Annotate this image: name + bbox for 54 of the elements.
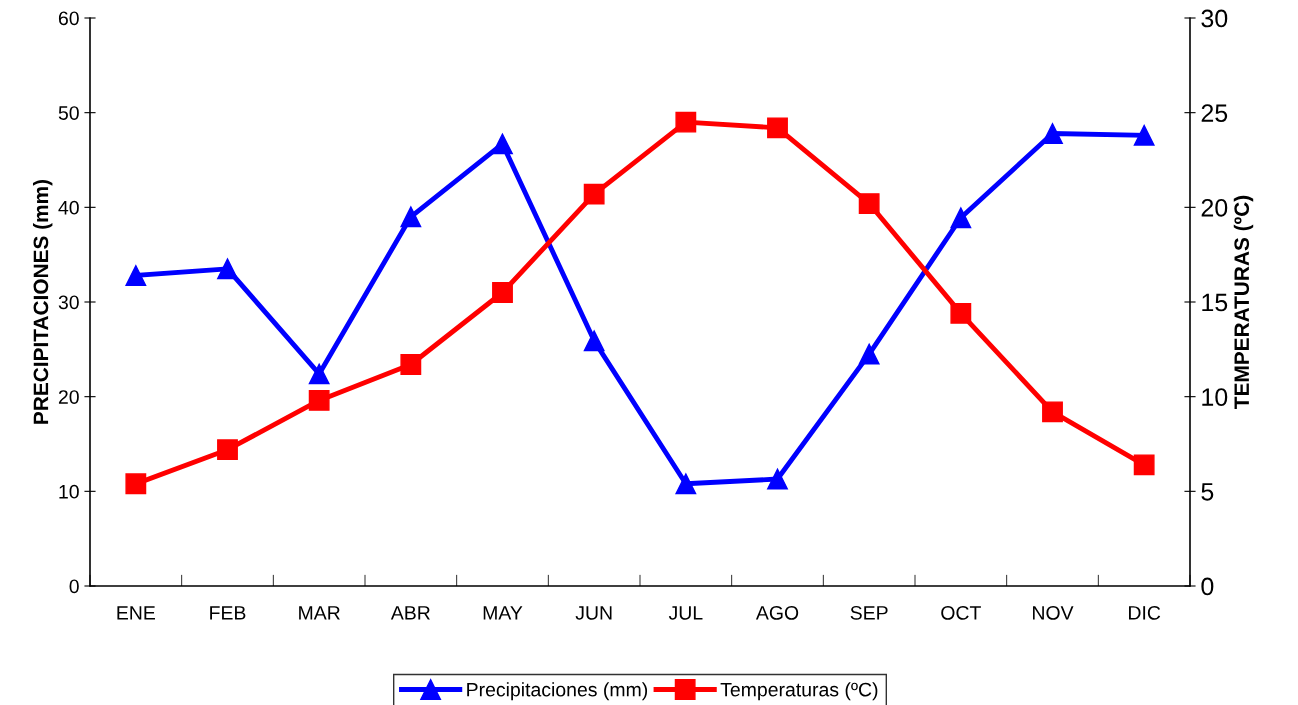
y2-tick-label: 10	[1202, 388, 1228, 406]
y-tick-label: 60	[58, 11, 79, 26]
x-tick-label: NOV	[1033, 605, 1074, 620]
y-tick-label: 10	[59, 484, 79, 499]
x-tick-label: ENE	[117, 606, 155, 620]
x-tick-label: SEP	[850, 605, 888, 620]
point	[767, 468, 788, 490]
point	[767, 117, 788, 139]
point	[1042, 123, 1063, 144]
point	[125, 473, 147, 495]
legend-label: Temperaturas (ºC)	[720, 682, 878, 701]
point	[675, 473, 697, 495]
point	[858, 343, 880, 365]
x-tick-label: JUL	[668, 606, 703, 620]
y2-tick-label: 5	[1201, 483, 1214, 501]
point	[400, 206, 422, 228]
y2-tick-label: 30	[1201, 9, 1228, 28]
point	[583, 330, 605, 352]
point	[675, 111, 697, 133]
point	[217, 439, 238, 461]
point	[858, 193, 880, 214]
x-tick-label: MAY	[483, 606, 523, 620]
point	[1133, 124, 1155, 146]
y2-tick-label: 0	[1201, 577, 1214, 596]
x-tick-label: MAR	[299, 606, 340, 620]
point	[400, 354, 422, 375]
point	[125, 265, 147, 286]
point	[950, 207, 972, 229]
x-tick-label: AGO	[755, 605, 799, 620]
legend-label: Precipitaciones (mm)	[467, 682, 648, 701]
x-tick-label: JUN	[575, 606, 612, 620]
y-tick-label: 20	[58, 390, 79, 404]
x-tick-label: DIC	[1129, 605, 1161, 620]
point	[217, 258, 238, 280]
point	[492, 133, 513, 155]
y-axis-title: PRECIPITACIONES (mm)	[32, 179, 53, 424]
y2-tick-label: 25	[1201, 104, 1228, 122]
y2-tick-label: 20	[1201, 198, 1228, 217]
y-tick-label: 30	[58, 295, 79, 310]
point	[950, 302, 972, 324]
point	[583, 183, 605, 205]
y-tick-label: 0	[69, 579, 79, 594]
point	[1042, 401, 1063, 423]
point	[492, 282, 513, 303]
y2-tick-label: 15	[1202, 293, 1228, 312]
point	[308, 390, 330, 411]
y2-axis-title: TEMPERATURAS (ºC)	[1233, 195, 1254, 409]
x-tick-label: ABR	[390, 606, 430, 620]
point	[1133, 454, 1155, 476]
x-tick-label: OCT	[941, 605, 981, 620]
x-tick-label: FEB	[210, 606, 246, 620]
point	[308, 363, 330, 385]
y-tick-label: 40	[58, 200, 79, 215]
y-tick-label: 50	[58, 106, 79, 120]
